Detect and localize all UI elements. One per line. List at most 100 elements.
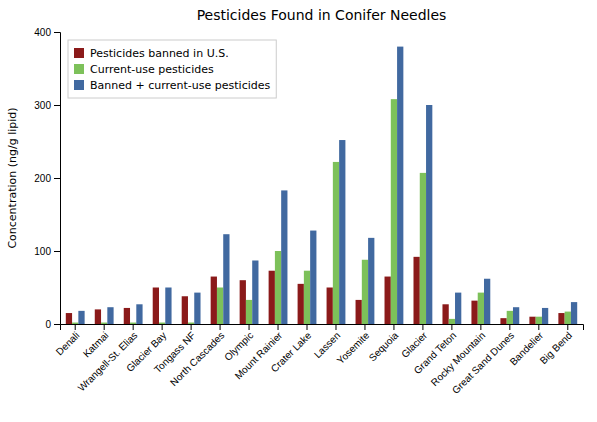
tick-mark xyxy=(104,324,105,330)
legend-item: Pesticides banned in U.S. xyxy=(74,47,229,60)
tick-label: 400 xyxy=(34,27,51,38)
bar xyxy=(182,296,188,324)
tick-mark xyxy=(75,324,76,330)
tick-label: Sequoia xyxy=(367,329,401,363)
bar xyxy=(484,279,490,324)
bar xyxy=(124,308,130,324)
bar xyxy=(455,293,461,324)
bar xyxy=(500,318,506,324)
legend-item: Current-use pesticides xyxy=(74,63,214,76)
bar xyxy=(194,293,200,324)
axis-line xyxy=(61,325,584,331)
tick: Sequoia xyxy=(367,324,401,363)
tick: 300 xyxy=(34,100,60,111)
bar xyxy=(223,234,229,324)
tick-mark xyxy=(451,324,452,330)
bar xyxy=(107,307,113,324)
bar xyxy=(217,288,223,325)
bar xyxy=(513,307,519,324)
tick-label: Denali xyxy=(54,330,82,358)
tick-mark xyxy=(54,251,60,252)
tick-mark xyxy=(278,324,279,330)
tick: Denali xyxy=(54,324,82,357)
plot: 0100200300400DenaliKatmaiWrangell-St. El… xyxy=(34,27,583,396)
tick-mark xyxy=(509,324,510,330)
tick-mark xyxy=(162,324,163,330)
tick: North Cascades xyxy=(168,324,226,388)
bar xyxy=(130,323,136,324)
legend-item: Banned + current-use pesticides xyxy=(74,79,271,92)
legend: Pesticides banned in U.S. Current-use pes… xyxy=(68,40,276,98)
tick-label: Great Sand Dunes xyxy=(450,330,516,396)
legend-label: Current-use pesticides xyxy=(90,63,214,76)
bar xyxy=(565,312,571,324)
tick: Rocky Mountain xyxy=(429,324,487,388)
bar xyxy=(240,280,246,324)
bar xyxy=(298,284,304,324)
bar xyxy=(471,301,477,324)
bar xyxy=(426,105,432,324)
tick-label: 100 xyxy=(34,246,51,257)
tick-mark xyxy=(538,324,539,330)
tick-label: 0 xyxy=(45,319,51,330)
tick-mark xyxy=(54,32,60,33)
bar xyxy=(78,311,84,324)
tick: 400 xyxy=(34,27,60,38)
tick: 200 xyxy=(34,173,60,184)
tick: Big Bend xyxy=(538,324,574,366)
tick-label: North Cascades xyxy=(168,330,226,388)
bar xyxy=(339,140,345,324)
tick: 100 xyxy=(34,246,60,257)
bar xyxy=(310,231,316,324)
tick-mark xyxy=(220,324,221,330)
tick-mark xyxy=(54,178,60,179)
bars xyxy=(66,47,577,324)
tick: 0 xyxy=(45,319,60,330)
bar xyxy=(153,288,159,325)
bar xyxy=(281,190,287,324)
legend-swatch xyxy=(74,80,84,90)
bar xyxy=(571,302,577,324)
tick-mark xyxy=(567,324,568,330)
bar xyxy=(478,293,484,324)
tick-mark xyxy=(133,324,134,330)
tick: Crater Lake xyxy=(269,324,314,374)
tick-label: Crater Lake xyxy=(269,329,314,374)
bar xyxy=(507,311,513,324)
tick-mark xyxy=(249,324,250,330)
bar xyxy=(333,162,339,324)
tick-label: 300 xyxy=(34,100,51,111)
bar xyxy=(211,277,217,324)
axis-line xyxy=(54,33,61,325)
tick: Wrangell-St. Elias xyxy=(76,324,140,394)
y-axis-title: Concentration (ng/g lipid) xyxy=(6,107,19,248)
bar xyxy=(362,260,368,324)
title: Pesticides Found in Conifer Needles xyxy=(197,7,447,23)
bar xyxy=(413,257,419,324)
tick: Yosemite xyxy=(335,324,372,366)
bar xyxy=(327,288,333,325)
bar xyxy=(385,277,391,324)
tick-mark xyxy=(54,324,60,325)
bar xyxy=(397,47,403,324)
bar xyxy=(252,260,258,324)
bar xyxy=(95,309,101,324)
bar xyxy=(368,238,374,324)
legend-swatch xyxy=(74,64,84,74)
bar xyxy=(558,313,564,324)
tick-mark xyxy=(191,324,192,330)
bar xyxy=(536,317,542,324)
tick-label: Big Bend xyxy=(538,330,574,366)
tick-mark xyxy=(422,324,423,330)
bar xyxy=(542,308,548,324)
bar xyxy=(304,271,310,324)
legend-box xyxy=(68,40,276,98)
y-axis: 0 100 200 300 400 xyxy=(34,27,60,330)
bar xyxy=(449,319,455,324)
bar xyxy=(356,300,362,324)
legend-label: Banned + current-use pesticides xyxy=(90,79,271,92)
tick-mark xyxy=(307,324,308,330)
bar xyxy=(136,304,142,324)
legend-label: Pesticides banned in U.S. xyxy=(90,47,229,60)
bar xyxy=(66,313,72,324)
